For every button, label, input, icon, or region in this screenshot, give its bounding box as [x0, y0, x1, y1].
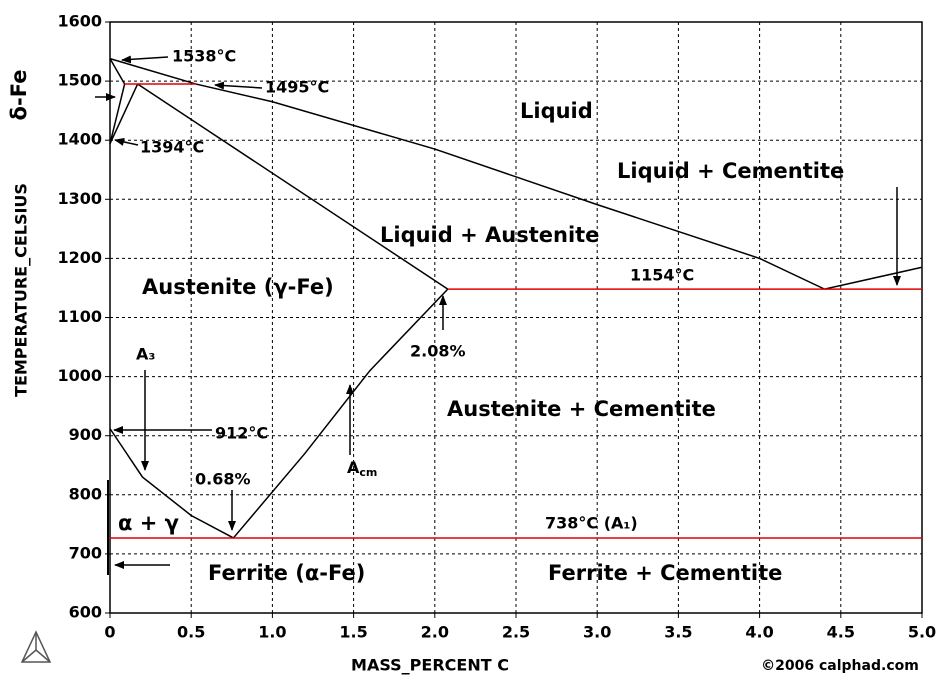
- phase-boundary: [137, 83, 449, 290]
- x-tick-label: 0: [104, 623, 115, 642]
- phase-boundary: [232, 288, 449, 539]
- y-tick-label: 1300: [57, 189, 102, 208]
- y-tick-label: 1500: [57, 71, 102, 90]
- x-tick-label: 3.0: [583, 623, 611, 642]
- annotation: Liquid + Austenite: [380, 223, 599, 247]
- phase-boundary: [109, 83, 126, 144]
- annotation: 738°C (A₁): [545, 514, 638, 533]
- y-axis-label: TEMPERATURE_CELSIUS: [12, 183, 31, 397]
- annotation: 912°C: [215, 424, 268, 443]
- y-tick-label: 1100: [57, 307, 102, 326]
- arrow: [214, 81, 263, 90]
- x-tick-label: 1.5: [339, 623, 367, 642]
- arrow: [121, 55, 169, 64]
- plot-frame: [109, 21, 923, 614]
- annotation: Austenite + Cementite: [447, 397, 716, 421]
- logo: [20, 630, 52, 663]
- x-axis-label: MASS_PERCENT C: [351, 656, 509, 675]
- x-tick-label: 0.5: [177, 623, 205, 642]
- annotation: 1495°C: [265, 78, 329, 97]
- annotation: 1154°C: [630, 266, 694, 285]
- annotation: Acm: [347, 458, 377, 480]
- x-tick-label: 2.5: [502, 623, 530, 642]
- delta-fe-label: δ-Fe: [7, 70, 31, 121]
- x-tick-label: 1.0: [258, 623, 286, 642]
- annotation: A₃: [136, 345, 155, 364]
- x-tick-label: 3.5: [664, 623, 692, 642]
- annotation: 0.68%: [195, 470, 251, 489]
- x-tick-label: 5.0: [908, 623, 936, 642]
- annotation: α + γ: [118, 511, 179, 535]
- annotation-main: A: [347, 458, 360, 477]
- y-tick-label: 1400: [57, 130, 102, 149]
- annotation-sub: cm: [359, 466, 377, 479]
- phase-boundary: [109, 428, 234, 539]
- phase-boundary: [109, 83, 139, 145]
- x-tick-label: 4.5: [827, 623, 855, 642]
- y-tick-label: 600: [69, 603, 102, 622]
- annotation: Liquid + Cementite: [617, 159, 844, 183]
- x-tick-label: 2.0: [421, 623, 449, 642]
- copyright: ©2006 calphad.com: [761, 658, 919, 674]
- arrow: [114, 138, 139, 146]
- annotation: Ferrite + Cementite: [548, 561, 782, 585]
- annotation: Austenite (γ-Fe): [142, 275, 334, 299]
- y-tick-label: 1000: [57, 366, 102, 385]
- annotation: 2.08%: [410, 342, 466, 361]
- annotation: 1394°C: [140, 138, 204, 157]
- phase-boundary: [109, 58, 126, 85]
- annotation: Ferrite (α-Fe): [208, 561, 365, 585]
- y-tick-label: 1200: [57, 248, 102, 267]
- x-tick-label: 4.0: [745, 623, 773, 642]
- y-tick-label: 800: [69, 484, 102, 503]
- annotation: 1538°C: [172, 47, 236, 66]
- y-tick-label: 700: [69, 543, 102, 562]
- y-tick-label: 900: [69, 425, 102, 444]
- annotation: Liquid: [520, 99, 593, 123]
- y-tick-label: 1600: [57, 12, 102, 31]
- phase-boundary: [109, 57, 923, 290]
